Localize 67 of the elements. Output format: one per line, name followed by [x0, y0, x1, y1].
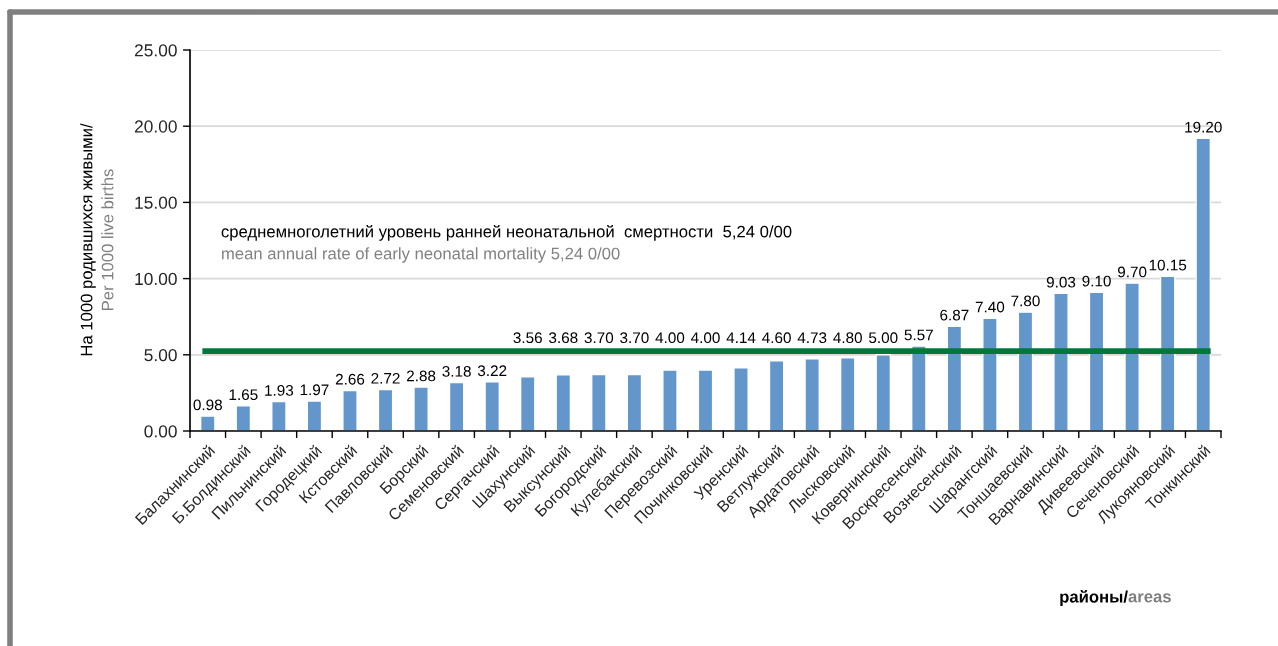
bar	[519, 376, 536, 431]
y-tick-label: 5.00	[144, 348, 177, 362]
bar	[768, 360, 785, 431]
bar	[1159, 275, 1176, 431]
data-label: 4.73	[797, 332, 827, 344]
bar	[271, 400, 287, 431]
annotation: mean annual rate of early neonatal mortality 5,24 0/00	[222, 247, 620, 263]
data-label: 3.70	[584, 332, 614, 344]
bar	[448, 381, 465, 431]
data-label: 2.88	[406, 370, 436, 382]
bar	[839, 357, 856, 431]
bar	[911, 345, 927, 431]
bar	[875, 354, 892, 431]
data-label: 19.20	[1185, 121, 1222, 133]
bar	[235, 405, 252, 431]
y-tick-label: 15.00	[135, 196, 177, 209]
y-axis-title: На 1000 родившихся живыми/ Per 1000 live births	[80, 123, 114, 356]
data-label: 0.98	[193, 399, 222, 411]
x-axis-title: районы/areas	[1060, 590, 1171, 606]
bar	[1124, 282, 1140, 431]
y-tick-label: 25.00	[134, 44, 177, 57]
data-label: 3.18	[442, 365, 471, 377]
bar	[662, 369, 678, 431]
bar	[1017, 311, 1034, 431]
bar	[804, 358, 820, 431]
bar	[733, 367, 749, 431]
y-tick-label: 20.00	[134, 120, 177, 133]
data-label: 7.40	[975, 301, 1005, 313]
bar	[199, 415, 216, 431]
bar	[413, 386, 429, 431]
annotation: среднемноголетний уровень ранней неонатальной смертности 5,24 0/00	[221, 224, 792, 241]
bar	[591, 373, 607, 431]
data-label: 3.56	[513, 332, 542, 344]
data-label: 9.10	[1082, 275, 1111, 287]
data-label: 5.00	[869, 332, 898, 344]
data-label: 1.93	[265, 384, 294, 396]
data-label: 4.60	[762, 332, 791, 344]
data-label: 7.80	[1011, 295, 1040, 307]
bar	[1088, 291, 1105, 431]
data-label: 3.22	[477, 365, 507, 377]
data-label: 4.00	[690, 332, 720, 344]
bar	[377, 388, 394, 431]
data-label: 3.70	[620, 332, 649, 344]
bar	[697, 369, 714, 431]
bar	[342, 389, 358, 431]
y-tick-label: 10.00	[135, 272, 177, 286]
bar	[1195, 137, 1212, 431]
data-label: 3.68	[549, 332, 578, 344]
bar	[626, 373, 643, 431]
data-label: 5.57	[904, 329, 933, 341]
data-label: 4.80	[833, 332, 862, 344]
data-label: 2.72	[371, 372, 400, 384]
y-tick-label: 0.00	[144, 425, 177, 438]
data-label: 10.15	[1149, 259, 1187, 271]
bar	[306, 400, 323, 431]
data-label: 9.70	[1117, 266, 1147, 278]
bar	[555, 374, 572, 431]
data-label: 9.03	[1046, 276, 1076, 288]
data-label: 1.65	[229, 389, 258, 401]
data-label: 4.00	[655, 332, 685, 344]
data-label: 2.66	[335, 373, 365, 385]
data-label: 4.14	[726, 332, 756, 343]
data-label: 1.97	[300, 384, 329, 396]
bar	[1053, 292, 1069, 431]
bar	[982, 317, 998, 431]
data-label: 6.87	[940, 309, 969, 321]
bar	[484, 381, 500, 431]
